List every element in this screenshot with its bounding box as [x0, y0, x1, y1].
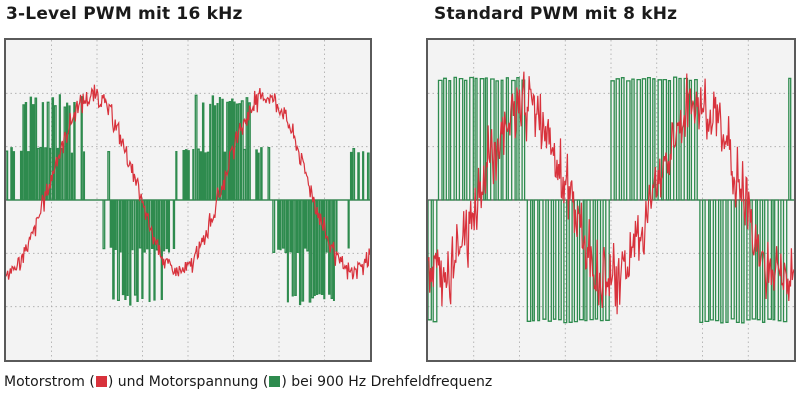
- caption-text-motorstrom: Motorstrom (: [4, 374, 95, 390]
- oscilloscope-plot-standard: [428, 40, 794, 360]
- oscilloscope-plot-3-level: [6, 40, 370, 360]
- current-trace-motorstrom: [428, 71, 794, 315]
- caption-text-motorspannung: ) und Motorspannung (: [107, 374, 269, 390]
- chart-title-3-level-pwm: 3-Level PWM mit 16 kHz: [6, 4, 243, 24]
- caption-text-frequency: ) bei 900 Hz Drehfeldfrequenz: [281, 374, 493, 390]
- voltage-trace-motorspannung: [6, 94, 370, 306]
- figure-caption: Motorstrom ( ) und Motorspannung ( ) bei 9…: [4, 374, 492, 390]
- oscilloscope-3-level-pwm: [4, 38, 372, 362]
- current-trace-motorstrom: [6, 84, 370, 280]
- oscilloscope-standard-pwm: [426, 38, 796, 362]
- chart-title-standard-pwm: Standard PWM mit 8 kHz: [434, 4, 678, 24]
- legend-swatch-current: [95, 376, 107, 387]
- legend-swatch-voltage: [269, 376, 281, 387]
